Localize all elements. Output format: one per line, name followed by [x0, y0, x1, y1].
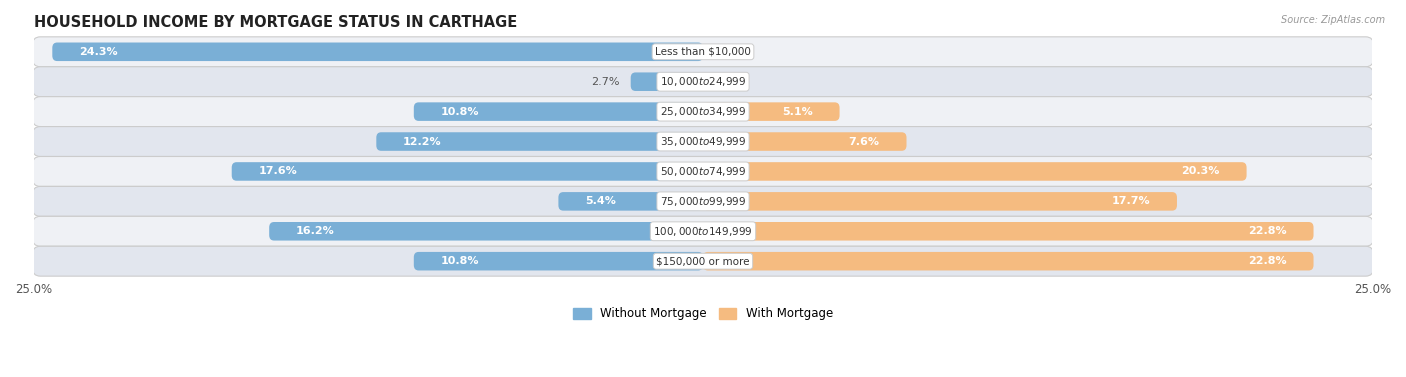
Text: 22.8%: 22.8% [1249, 256, 1286, 266]
Text: $100,000 to $149,999: $100,000 to $149,999 [654, 225, 752, 238]
FancyBboxPatch shape [703, 162, 1247, 181]
Text: Source: ZipAtlas.com: Source: ZipAtlas.com [1281, 15, 1385, 25]
FancyBboxPatch shape [703, 222, 1313, 241]
FancyBboxPatch shape [631, 72, 703, 91]
Text: $75,000 to $99,999: $75,000 to $99,999 [659, 195, 747, 208]
Text: 0.0%: 0.0% [714, 47, 742, 57]
FancyBboxPatch shape [558, 192, 703, 211]
FancyBboxPatch shape [32, 37, 1374, 67]
FancyBboxPatch shape [32, 216, 1374, 246]
Text: 17.7%: 17.7% [1112, 196, 1150, 206]
Text: $35,000 to $49,999: $35,000 to $49,999 [659, 135, 747, 148]
FancyBboxPatch shape [413, 102, 703, 121]
FancyBboxPatch shape [232, 162, 703, 181]
FancyBboxPatch shape [32, 246, 1374, 276]
Text: 17.6%: 17.6% [259, 167, 297, 176]
Text: Less than $10,000: Less than $10,000 [655, 47, 751, 57]
FancyBboxPatch shape [269, 222, 703, 241]
Text: 5.1%: 5.1% [782, 107, 813, 116]
Text: 7.6%: 7.6% [849, 136, 880, 147]
Text: 5.4%: 5.4% [585, 196, 616, 206]
Text: 16.2%: 16.2% [297, 226, 335, 236]
Text: 20.3%: 20.3% [1181, 167, 1220, 176]
Text: $150,000 or more: $150,000 or more [657, 256, 749, 266]
Legend: Without Mortgage, With Mortgage: Without Mortgage, With Mortgage [568, 303, 838, 325]
Text: 22.8%: 22.8% [1249, 226, 1286, 236]
FancyBboxPatch shape [32, 186, 1374, 216]
Text: 12.2%: 12.2% [404, 136, 441, 147]
FancyBboxPatch shape [52, 43, 703, 61]
Text: 0.0%: 0.0% [714, 77, 742, 87]
FancyBboxPatch shape [703, 132, 907, 151]
Text: HOUSEHOLD INCOME BY MORTGAGE STATUS IN CARTHAGE: HOUSEHOLD INCOME BY MORTGAGE STATUS IN C… [34, 15, 517, 30]
FancyBboxPatch shape [32, 97, 1374, 127]
Text: $50,000 to $74,999: $50,000 to $74,999 [659, 165, 747, 178]
FancyBboxPatch shape [413, 252, 703, 270]
Text: 24.3%: 24.3% [79, 47, 118, 57]
FancyBboxPatch shape [32, 156, 1374, 186]
Text: 10.8%: 10.8% [440, 256, 479, 266]
Text: $10,000 to $24,999: $10,000 to $24,999 [659, 75, 747, 88]
FancyBboxPatch shape [703, 102, 839, 121]
FancyBboxPatch shape [377, 132, 703, 151]
FancyBboxPatch shape [32, 127, 1374, 156]
FancyBboxPatch shape [32, 67, 1374, 97]
FancyBboxPatch shape [703, 192, 1177, 211]
Text: 10.8%: 10.8% [440, 107, 479, 116]
Text: $25,000 to $34,999: $25,000 to $34,999 [659, 105, 747, 118]
Text: 2.7%: 2.7% [592, 77, 620, 87]
FancyBboxPatch shape [703, 252, 1313, 270]
